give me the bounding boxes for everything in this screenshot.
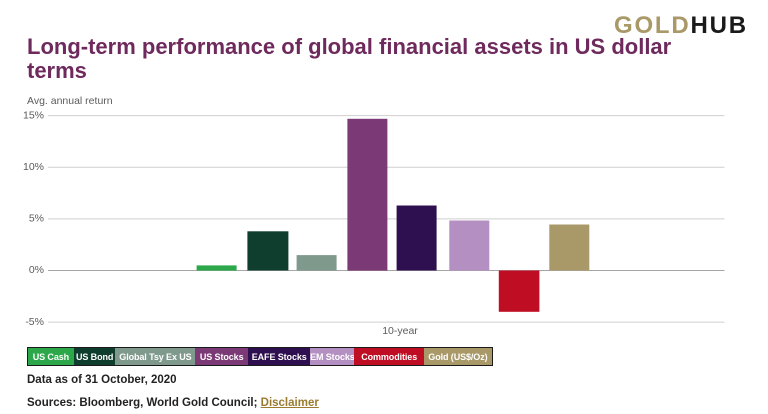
svg-text:5%: 5% bbox=[29, 213, 44, 225]
svg-text:10-year: 10-year bbox=[382, 325, 418, 337]
svg-text:-5%: -5% bbox=[25, 316, 44, 328]
svg-text:15%: 15% bbox=[23, 110, 44, 122]
svg-text:10%: 10% bbox=[23, 161, 44, 173]
svg-text:0%: 0% bbox=[29, 264, 44, 276]
